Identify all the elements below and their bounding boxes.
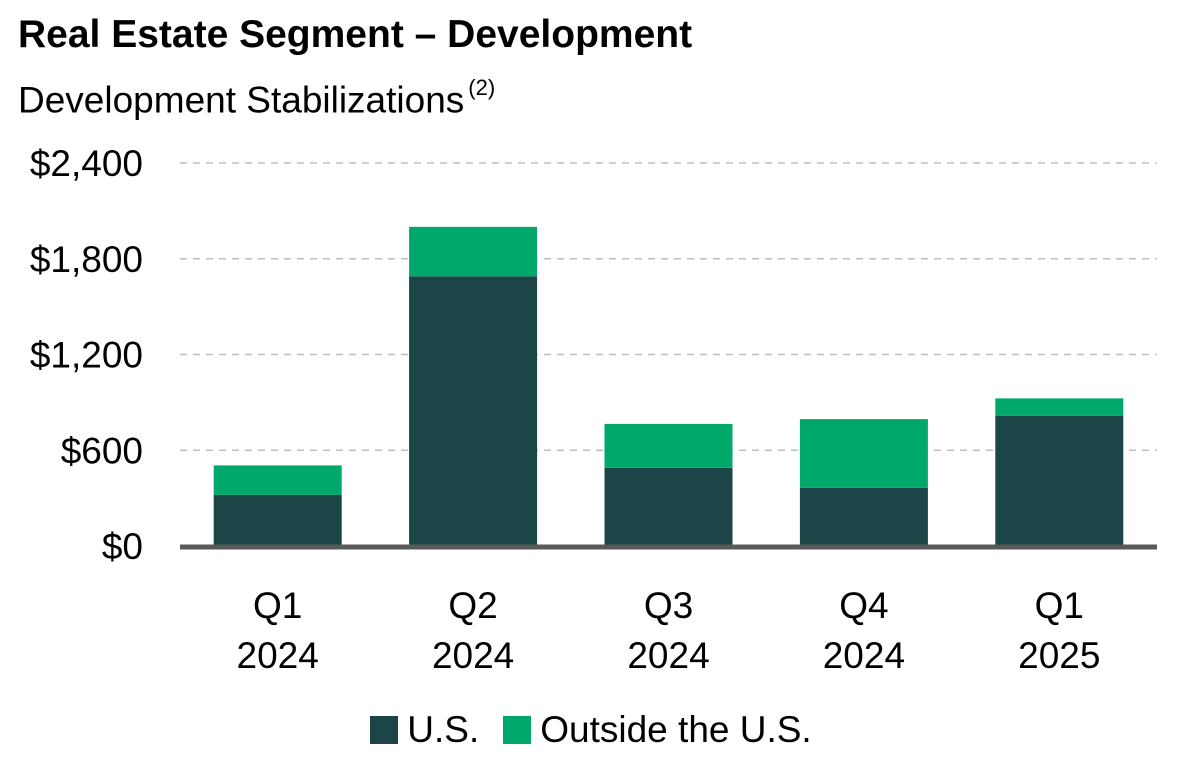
chart-subtitle: Development Stabilizations (2)	[18, 70, 495, 122]
y-tick-label-600: $600	[61, 430, 143, 471]
x-tick-label-4-0: Q1	[1035, 585, 1084, 626]
bar-outside-us-0	[213, 465, 342, 495]
stacked-bar-chart: $0 $600 $1,200 $1,800 $2,400 Q1 2024 Q2 2024 Q3 20…	[30, 143, 1157, 676]
legend-item-us: U.S.	[370, 708, 479, 752]
bar-outside-us-1	[409, 226, 538, 277]
y-tick-label-0: $0	[102, 526, 143, 567]
x-tick-label-2-0: Q3	[644, 585, 693, 626]
y-tick-label-2400: $2,400	[30, 143, 143, 184]
bar-us-1	[409, 276, 538, 546]
x-tick-label-1-1: 2024	[432, 635, 514, 676]
x-tick-label-1-0: Q2	[448, 585, 497, 626]
y-tick-label-1800: $1,800	[30, 239, 143, 280]
bar-outside-us-4	[995, 398, 1124, 416]
y-tick-label-1200: $1,200	[30, 335, 143, 376]
x-tick-label-0-1: 2024	[237, 635, 319, 676]
bar-us-2	[604, 467, 733, 546]
bar-us-3	[799, 487, 928, 546]
chart-legend: U.S. Outside the U.S.	[0, 708, 1182, 752]
x-tick-label-0-0: Q1	[253, 585, 302, 626]
bar-outside-us-3	[799, 419, 928, 488]
x-tick-label-2-1: 2024	[627, 635, 709, 676]
legend-label-us: U.S.	[407, 709, 480, 750]
x-tick-label-3-0: Q4	[839, 585, 888, 626]
bar-us-0	[213, 494, 342, 546]
subtitle-footnote: (2)	[468, 75, 496, 100]
x-tick-label-4-1: 2025	[1018, 635, 1100, 676]
legend-swatch-us	[370, 716, 399, 744]
bar-us-4	[995, 415, 1124, 546]
legend-swatch-outside-us	[503, 716, 532, 744]
legend-item-outside-us: Outside the U.S.	[503, 708, 812, 752]
subtitle-text: Development Stabilizations	[18, 79, 465, 121]
legend-label-outside-us: Outside the U.S.	[540, 709, 812, 750]
x-tick-label-3-1: 2024	[823, 635, 905, 676]
bar-outside-us-2	[604, 423, 733, 468]
chart-title: Real Estate Segment – Development	[18, 13, 693, 56]
